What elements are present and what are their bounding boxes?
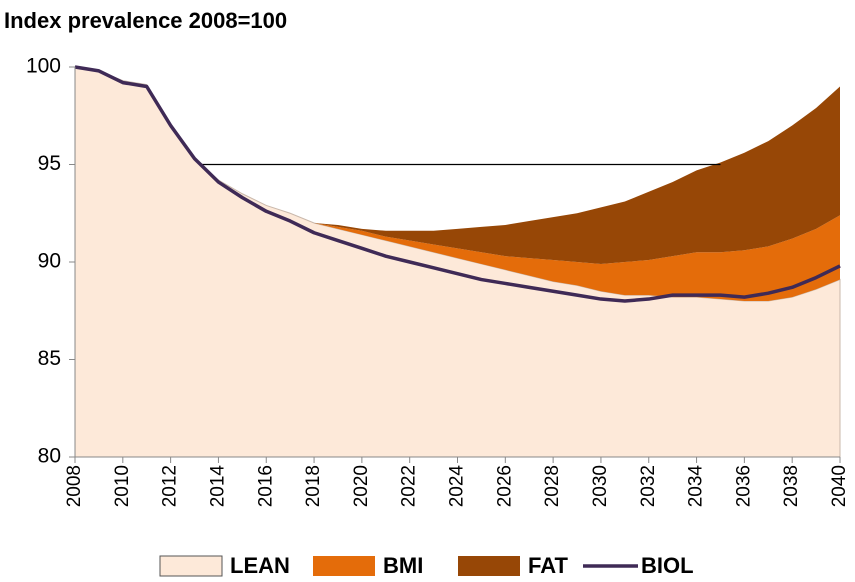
x-tick-label: 2026 — [494, 465, 515, 507]
y-tick-label: 95 — [38, 152, 61, 175]
x-tick-label: 2030 — [590, 465, 611, 507]
y-tick-label: 85 — [38, 347, 61, 370]
x-tick-label: 2040 — [829, 465, 850, 507]
x-tick-label: 2028 — [542, 465, 563, 507]
x-tick-label: 2018 — [303, 465, 324, 507]
x-tick-label: 2024 — [447, 465, 468, 508]
x-tick-label: 2014 — [207, 465, 228, 508]
x-tick-label: 2016 — [255, 465, 276, 507]
y-tick-label: 80 — [38, 445, 61, 468]
chart-title: Index prevalence 2008=100 — [4, 8, 287, 33]
y-tick-label: 90 — [38, 250, 61, 273]
legend-label: BMI — [383, 553, 423, 578]
legend-label: BIOL — [641, 553, 694, 578]
legend-label: FAT — [528, 553, 568, 578]
x-tick-label: 2008 — [64, 465, 85, 507]
y-tick-label: 100 — [26, 55, 61, 78]
area-fat — [75, 67, 840, 264]
x-tick-label: 2010 — [112, 465, 133, 507]
area-bmi — [75, 67, 840, 301]
legend-swatch — [159, 555, 223, 577]
x-tick-label: 2020 — [351, 465, 372, 507]
x-tick-label: 2034 — [686, 465, 707, 508]
legend-label: LEAN — [230, 553, 290, 578]
x-tick-label: 2022 — [399, 465, 420, 507]
legend-swatch — [458, 556, 520, 576]
x-tick-label: 2032 — [638, 465, 659, 507]
x-tick-label: 2036 — [733, 465, 754, 507]
x-tick-label: 2012 — [160, 465, 181, 507]
x-tick-label: 2038 — [781, 465, 802, 507]
line-biol — [74, 65, 841, 303]
legend-swatch — [313, 556, 375, 576]
